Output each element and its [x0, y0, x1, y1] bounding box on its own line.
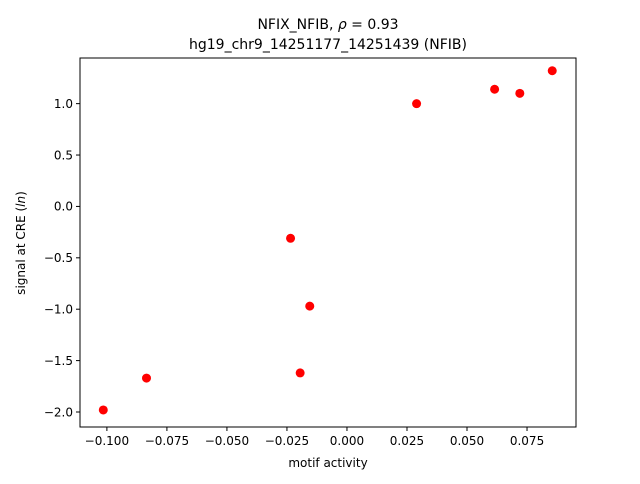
x-tick-label: −0.050	[205, 434, 249, 448]
x-axis-ticks: −0.100 −0.075 −0.050 −0.025 0.000 0.025 0.050 0…	[85, 427, 544, 448]
data-point	[515, 88, 525, 98]
x-tick-label: 0.050	[450, 434, 484, 448]
y-tick-label: 0.0	[54, 200, 73, 214]
plot-area-frame	[79, 57, 577, 428]
y-tick-label: 1.0	[54, 97, 73, 111]
chart-title-line1: NFIX_NFIB, ρ = 0.93	[257, 17, 398, 33]
title-suffix: = 0.93	[347, 17, 399, 33]
data-points	[98, 66, 557, 415]
title-prefix: NFIX_NFIB,	[257, 17, 337, 33]
x-tick-label: 0.025	[390, 434, 424, 448]
y-axis-label-prefix: signal at CRE (	[14, 207, 28, 295]
y-axis-label-italic: ln	[14, 196, 28, 207]
x-tick-label: 0.000	[330, 434, 364, 448]
data-point	[98, 405, 108, 415]
data-point	[286, 233, 296, 243]
x-axis-label: motif activity	[288, 456, 367, 470]
data-point	[142, 373, 152, 383]
x-tick-label: −0.075	[145, 434, 189, 448]
y-axis-label-suffix: )	[14, 191, 28, 196]
y-axis-label: signal at CRE (ln)	[14, 191, 28, 295]
y-tick-label: −1.5	[44, 354, 73, 368]
y-tick-label: −0.5	[44, 251, 73, 265]
x-tick-label: −0.025	[265, 434, 309, 448]
x-tick-label: −0.100	[85, 434, 129, 448]
x-tick-label: 0.075	[510, 434, 544, 448]
y-tick-label: −1.0	[44, 303, 73, 317]
y-tick-label: 0.5	[54, 148, 73, 162]
data-point	[490, 84, 500, 94]
data-point	[295, 368, 305, 378]
chart-title-line2: hg19_chr9_14251177_14251439 (NFIB)	[189, 37, 467, 53]
y-tick-label: −2.0	[44, 405, 73, 419]
data-point	[547, 66, 557, 76]
data-point	[305, 301, 315, 311]
y-axis-ticks: −2.0 −1.5 −1.0 −0.5 0.0 0.5 1.0	[44, 97, 80, 419]
data-point	[412, 99, 422, 109]
title-rho: ρ	[338, 17, 347, 33]
